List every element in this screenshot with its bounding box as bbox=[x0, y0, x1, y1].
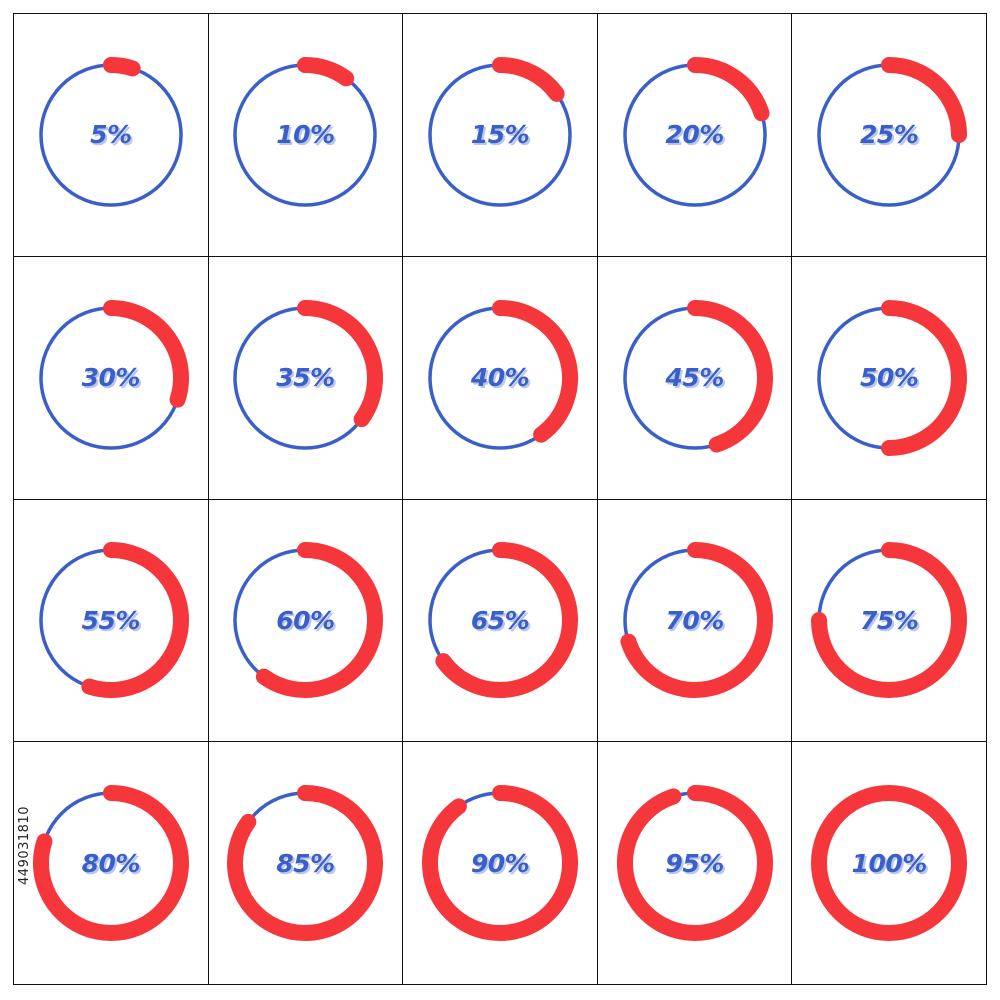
stock-id-text: 449031810 bbox=[16, 805, 32, 885]
percent-label: 20% bbox=[665, 120, 724, 150]
progress-ring-cell: 50% bbox=[792, 256, 987, 500]
progress-ring bbox=[39, 542, 189, 699]
progress-ring-cell: 80% bbox=[14, 742, 209, 985]
progress-arc bbox=[491, 56, 565, 102]
progress-ring-cell: 25% bbox=[792, 14, 987, 257]
progress-ring-cell: 70% bbox=[597, 499, 793, 743]
progress-ring bbox=[811, 785, 968, 942]
percent-label: 80% bbox=[81, 848, 141, 878]
percent-label: 15% bbox=[470, 120, 530, 150]
percent-label: 10% bbox=[276, 120, 335, 150]
progress-ring bbox=[622, 299, 773, 453]
progress-ring-cell: 30% bbox=[14, 256, 209, 500]
percent-label: 85% bbox=[276, 848, 335, 878]
progress-ring bbox=[422, 785, 578, 942]
percent-label: 50% bbox=[860, 363, 919, 393]
progress-ring bbox=[817, 56, 968, 207]
percent-label: 95% bbox=[665, 848, 724, 878]
progress-ring bbox=[233, 542, 384, 699]
progress-ring bbox=[428, 299, 578, 450]
progress-ring-cell: 75% bbox=[792, 499, 987, 743]
progress-ring-cell: 35% bbox=[208, 256, 404, 500]
progress-ring bbox=[39, 56, 183, 207]
progress-ring-cell: 20% bbox=[597, 14, 793, 257]
progress-ring-cell: 5% bbox=[14, 14, 209, 257]
progress-ring-cell: 10% bbox=[208, 14, 404, 257]
progress-ring-cell: 85% bbox=[208, 742, 404, 985]
progress-arc bbox=[102, 56, 141, 77]
progress-ring-cell: 60% bbox=[208, 499, 404, 743]
progress-arc bbox=[881, 299, 968, 456]
progress-arc bbox=[297, 299, 384, 427]
progress-arc bbox=[811, 785, 968, 942]
progress-ring-cell: 90% bbox=[403, 742, 598, 985]
percent-label: 30% bbox=[81, 363, 141, 393]
progress-ring bbox=[428, 542, 578, 699]
percent-label: 90% bbox=[470, 848, 530, 878]
progress-arc bbox=[422, 785, 578, 942]
progress-ring-grid: 5% 10% 15% 20% 25% 30% 35% 40% 45% 50% 55% 60% 65% 70… bbox=[13, 13, 987, 985]
progress-arc bbox=[686, 56, 770, 122]
progress-arc bbox=[81, 542, 189, 699]
percent-label: 65% bbox=[470, 605, 530, 635]
progress-ring bbox=[817, 299, 968, 456]
percent-label: 45% bbox=[665, 363, 724, 393]
percent-label: 100% bbox=[851, 848, 928, 878]
percent-label: 40% bbox=[470, 363, 530, 393]
progress-ring-cell: 65% bbox=[403, 499, 598, 743]
progress-arc bbox=[297, 56, 355, 87]
progress-ring bbox=[622, 56, 770, 207]
progress-arc bbox=[686, 299, 773, 453]
progress-ring-cell: 15% bbox=[403, 14, 598, 257]
progress-ring-cell: 100% bbox=[792, 742, 987, 985]
progress-arc bbox=[227, 785, 384, 942]
progress-ring bbox=[227, 785, 384, 942]
progress-arc bbox=[32, 785, 189, 942]
progress-arc bbox=[881, 56, 968, 143]
percent-label: 25% bbox=[860, 120, 919, 150]
percent-label: 5% bbox=[90, 120, 132, 150]
progress-arc bbox=[616, 785, 773, 942]
progress-ring bbox=[233, 56, 378, 207]
progress-ring bbox=[616, 785, 773, 942]
progress-ring bbox=[39, 299, 189, 450]
progress-arc bbox=[491, 299, 578, 443]
progress-ring bbox=[428, 56, 572, 207]
percent-label: 55% bbox=[81, 605, 141, 635]
progress-ring bbox=[233, 299, 384, 450]
percent-label: 60% bbox=[276, 605, 335, 635]
progress-ring-cell: 45% bbox=[597, 256, 793, 500]
progress-ring-cell: 55% bbox=[14, 499, 209, 743]
progress-arc bbox=[102, 299, 189, 408]
percent-label: 75% bbox=[860, 605, 919, 635]
progress-ring-cell: 40% bbox=[403, 256, 598, 500]
progress-arc bbox=[435, 542, 578, 699]
progress-ring bbox=[811, 542, 968, 699]
progress-arc bbox=[620, 542, 773, 699]
percent-label: 70% bbox=[665, 605, 724, 635]
progress-ring bbox=[32, 785, 189, 942]
progress-arc bbox=[811, 542, 968, 699]
progress-ring bbox=[620, 542, 773, 699]
percent-label: 35% bbox=[276, 363, 335, 393]
progress-ring-cell: 95% bbox=[597, 742, 793, 985]
progress-arc bbox=[256, 542, 384, 699]
